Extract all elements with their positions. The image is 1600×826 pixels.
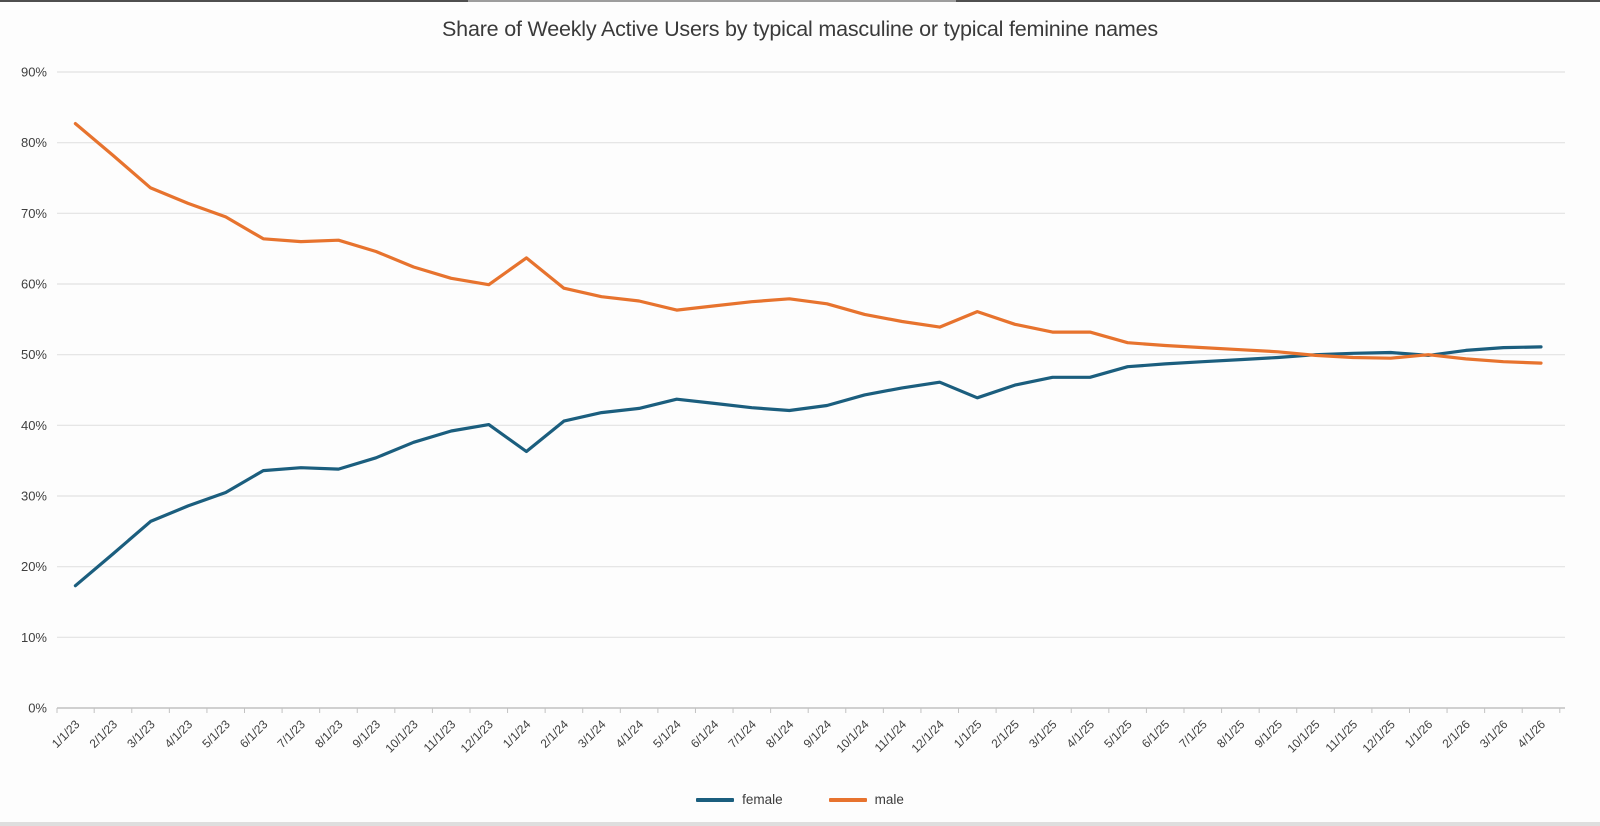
female-line (73, 345, 1543, 588)
x-axis-label: 1/1/26 (1402, 717, 1436, 751)
male-line-swatch (828, 797, 867, 802)
x-axis-label: 3/1/26 (1477, 717, 1511, 751)
legend-item-female[interactable]: female (696, 792, 783, 807)
x-axis-label: 12/1/24 (909, 717, 947, 755)
y-axis-label: 90% (21, 65, 47, 80)
x-axis-label: 10/1/23 (383, 717, 421, 755)
x-axis-label: 1/1/24 (500, 717, 534, 751)
window-bottom-border (0, 822, 1600, 826)
x-axis-label: 2/1/25 (989, 717, 1023, 751)
y-axis-label: 60% (21, 277, 47, 292)
x-axis-label: 2/1/26 (1439, 717, 1473, 751)
x-axis-label: 6/1/24 (688, 717, 722, 751)
male-line (73, 121, 1543, 365)
y-axis-label: 30% (21, 489, 47, 504)
x-axis-label: 11/1/25 (1323, 717, 1361, 755)
x-axis-label: 3/1/25 (1026, 717, 1060, 751)
y-axis-label: 20% (21, 559, 47, 574)
y-axis-label: 10% (21, 630, 47, 645)
x-axis-label: 5/1/25 (1101, 717, 1135, 751)
x-axis-label: 1/1/23 (49, 717, 83, 751)
x-axis-label: 9/1/25 (1252, 717, 1286, 751)
x-axis-label: 10/1/25 (1284, 717, 1322, 755)
x-axis-label: 12/1/23 (458, 717, 496, 755)
legend-label-male: male (874, 792, 904, 807)
x-axis-label: 11/1/23 (421, 717, 459, 755)
female-line-swatch (696, 797, 735, 802)
x-axis-label: 8/1/24 (763, 717, 797, 751)
y-axis-label: 50% (21, 347, 47, 362)
x-axis-label: 7/1/25 (1176, 717, 1210, 751)
x-axis-label: 5/1/24 (650, 717, 684, 751)
x-axis-label: 4/1/25 (1064, 717, 1098, 751)
legend-label-female: female (742, 792, 783, 807)
x-axis-label: 4/1/24 (613, 717, 647, 751)
x-axis-label: 12/1/25 (1360, 717, 1398, 755)
x-axis-label: 5/1/23 (199, 717, 233, 751)
x-axis-label: 4/1/23 (162, 717, 196, 751)
x-axis-label: 6/1/23 (237, 717, 271, 751)
x-axis-label: 8/1/25 (1214, 717, 1248, 751)
x-axis-label: 2/1/24 (538, 717, 572, 751)
x-axis-label: 7/1/23 (274, 717, 308, 751)
x-axis-label: 2/1/23 (87, 717, 121, 751)
x-axis-label: 8/1/23 (312, 717, 346, 751)
x-axis-label: 3/1/24 (575, 717, 609, 751)
x-axis-label: 4/1/26 (1515, 717, 1549, 751)
x-axis-label: 3/1/23 (124, 717, 158, 751)
x-axis-label: 7/1/24 (725, 717, 759, 751)
x-axis-label: 1/1/25 (951, 717, 985, 751)
y-axis-label: 80% (21, 135, 47, 150)
legend-item-male[interactable]: male (828, 792, 904, 807)
chart-legend: female male (0, 792, 1600, 807)
x-axis-label: 6/1/25 (1139, 717, 1173, 751)
x-axis-label: 9/1/23 (350, 717, 384, 751)
x-axis-label: 11/1/24 (872, 717, 910, 755)
y-axis-label: 0% (28, 701, 47, 716)
y-axis-label: 40% (21, 418, 47, 433)
y-axis-label: 70% (21, 206, 47, 221)
window-top-border-highlight (468, 0, 956, 2)
chart-title: Share of Weekly Active Users by typical … (442, 17, 1158, 41)
x-axis-label: 10/1/24 (833, 717, 871, 755)
x-axis-label: 9/1/24 (801, 717, 835, 751)
